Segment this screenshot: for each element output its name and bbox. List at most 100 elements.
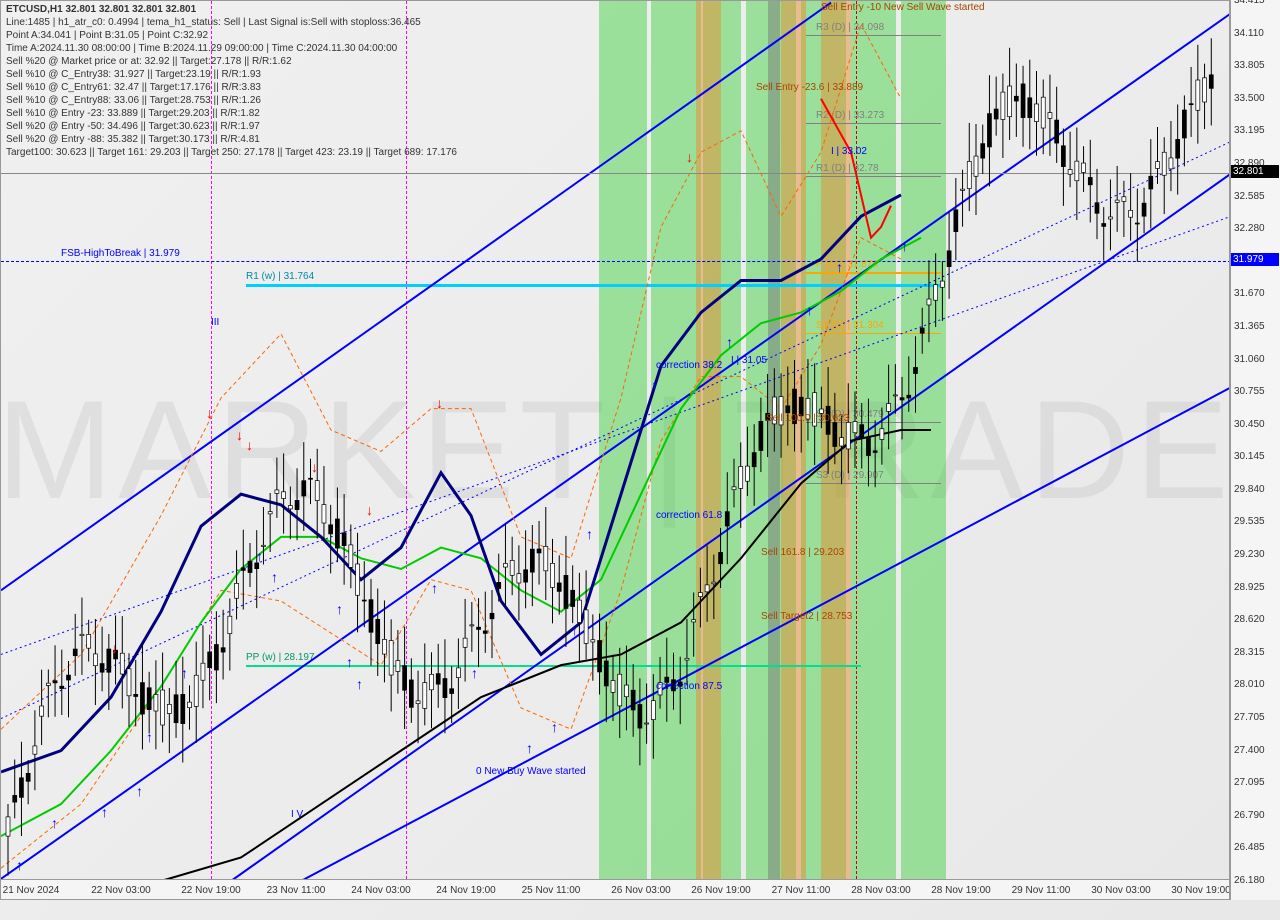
green-zone xyxy=(599,1,647,879)
y-axis: 34.41534.11033.80533.50033.19532.89032.5… xyxy=(1230,0,1280,900)
y-tick: 33.805 xyxy=(1234,60,1265,71)
x-tick: 30 Nov 03:00 xyxy=(1091,885,1151,896)
y-tick: 30.450 xyxy=(1234,419,1265,430)
price-tag-current: 32.801 xyxy=(1231,165,1279,178)
chart-annotation: Sell 100.0 | 30.623 xyxy=(766,413,849,424)
arrow-up-icon: ↑ xyxy=(136,783,143,799)
info-panel: ETCUSD,H1 32.801 32.801 32.801 32.801Lin… xyxy=(6,3,457,159)
arrow-down-icon: ↓ xyxy=(206,405,213,421)
info-line: Sell %10 @ Entry -23: 33.889 || Target:2… xyxy=(6,107,457,120)
x-tick: 22 Nov 19:00 xyxy=(181,885,241,896)
orange-zone xyxy=(696,1,721,879)
y-tick: 29.840 xyxy=(1234,484,1265,495)
arrow-up-icon: ↑ xyxy=(271,569,278,585)
x-tick: 28 Nov 03:00 xyxy=(851,885,911,896)
vertical-line xyxy=(856,1,857,879)
y-tick: 32.585 xyxy=(1234,191,1265,202)
info-line: Line:1485 | h1_atr_c0: 0.4994 | tema_h1_… xyxy=(6,16,457,29)
x-tick: 24 Nov 19:00 xyxy=(436,885,496,896)
chart-annotation: I V xyxy=(291,809,303,820)
hline-label: R3 (D) | 34.098 xyxy=(816,22,884,33)
x-tick: 27 Nov 11:00 xyxy=(772,885,831,896)
info-line: Sell %20 @ Entry -50: 34.496 || Target:3… xyxy=(6,120,457,133)
chart-annotation: Sell Entry -10 New Sell Wave started xyxy=(821,2,985,13)
y-tick: 28.620 xyxy=(1234,614,1265,625)
info-line: Sell %20 @ Market price or at: 32.92 || … xyxy=(6,55,457,68)
chart-annotation: I | 31.05 xyxy=(731,355,767,366)
green-zone xyxy=(851,1,896,879)
arrow-up-icon: ↑ xyxy=(651,377,658,393)
arrow-up-icon: ↑ xyxy=(146,729,153,745)
y-tick: 27.705 xyxy=(1234,712,1265,723)
x-tick: 22 Nov 03:00 xyxy=(91,885,151,896)
y-tick: 31.670 xyxy=(1234,288,1265,299)
hline-label: PP (w) | 28.197 xyxy=(246,652,315,663)
orange-zone xyxy=(821,1,851,879)
chart-annotation: correction 38.2 xyxy=(656,360,722,371)
x-tick: 30 Nov 19:00 xyxy=(1171,885,1230,896)
y-tick: 33.195 xyxy=(1234,125,1265,136)
arrow-up-icon: ↑ xyxy=(16,857,23,873)
hline-label: FSB-HighToBreak | 31.979 xyxy=(61,248,180,259)
y-tick: 33.500 xyxy=(1234,93,1265,104)
x-tick: 26 Nov 19:00 xyxy=(691,885,751,896)
x-tick: 26 Nov 03:00 xyxy=(611,885,671,896)
y-tick: 29.535 xyxy=(1234,516,1265,527)
arrow-up-icon: ↑ xyxy=(901,238,908,254)
arrow-up-icon: ↑ xyxy=(586,526,593,542)
arrow-up-icon: ↑ xyxy=(181,665,188,681)
arrow-up-icon: ↑ xyxy=(836,259,843,275)
price-tag-level: 31.979 xyxy=(1231,253,1279,266)
arrow-up-icon: ↑ xyxy=(551,719,558,735)
arrow-up-icon: ↑ xyxy=(431,580,438,596)
gray-zone xyxy=(768,1,780,879)
hline-label: R2 (D) | 33.273 xyxy=(816,110,884,121)
x-tick: 29 Nov 11:00 xyxy=(1012,885,1071,896)
chart-annotation: I | 33.02 xyxy=(831,146,867,157)
chart-annotation: Sell 161.8 | 29.203 xyxy=(761,547,844,558)
y-tick: 30.145 xyxy=(1234,451,1265,462)
arrow-down-icon: ↓ xyxy=(436,395,443,411)
y-tick: 28.925 xyxy=(1234,582,1265,593)
info-line: Sell %20 @ Entry -88: 35.382 || Target:3… xyxy=(6,133,457,146)
y-tick: 27.400 xyxy=(1234,745,1265,756)
arrow-up-icon: ↑ xyxy=(571,622,578,638)
info-line: Point A:34.041 | Point B:31.05 | Point C… xyxy=(6,29,457,42)
arrow-up-icon: ↑ xyxy=(526,740,533,756)
arrow-down-icon: ↓ xyxy=(366,502,373,518)
x-tick: 21 Nov 2024 xyxy=(3,885,60,896)
arrow-up-icon: ↑ xyxy=(51,815,58,831)
y-tick: 31.365 xyxy=(1234,321,1265,332)
hline-label: S1 (D) | 31.304 xyxy=(816,320,884,331)
info-line: Sell %10 @ C_Entry38: 31.927 || Target:2… xyxy=(6,68,457,81)
arrow-up-icon: ↑ xyxy=(356,676,363,692)
y-tick: 27.095 xyxy=(1234,777,1265,788)
arrow-down-icon: ↓ xyxy=(246,437,253,453)
green-zone xyxy=(651,1,701,879)
x-axis: 21 Nov 2024 22 Nov 03:00 22 Nov 19:00 23 No… xyxy=(1,879,1230,899)
y-tick: 34.110 xyxy=(1234,28,1264,39)
y-tick: 28.315 xyxy=(1234,647,1265,658)
arrow-up-icon: ↑ xyxy=(346,654,353,670)
y-tick: 29.230 xyxy=(1234,549,1265,560)
y-tick: 26.790 xyxy=(1234,810,1265,821)
y-tick: 30.755 xyxy=(1234,386,1265,397)
chart-area[interactable]: MARKET | TRADE R3 (D) | 34.098R2 (D) | 3… xyxy=(0,0,1230,900)
chart-annotation: correction 61.8 xyxy=(656,510,722,521)
y-tick: 28.010 xyxy=(1234,679,1265,690)
arrow-up-icon: ↑ xyxy=(101,804,108,820)
arrow-up-icon: ↑ xyxy=(471,665,478,681)
chart-annotation: 0 New Buy Wave started xyxy=(476,766,586,777)
info-line: Target100: 30.623 || Target 161: 29.203 … xyxy=(6,146,457,159)
y-tick: 26.485 xyxy=(1234,842,1265,853)
info-line: Sell %10 @ C_Entry88: 33.06 || Target:28… xyxy=(6,94,457,107)
x-tick: 25 Nov 11:00 xyxy=(522,885,581,896)
chart-annotation: III xyxy=(211,317,219,328)
arrow-down-icon: ↓ xyxy=(686,149,693,165)
chart-annotation: correction 87.5 xyxy=(656,681,722,692)
arrow-up-icon: ↑ xyxy=(336,601,343,617)
x-tick: 28 Nov 19:00 xyxy=(931,885,991,896)
y-tick: 26.180 xyxy=(1234,875,1265,886)
x-tick: 23 Nov 11:00 xyxy=(267,885,326,896)
hline-label: R1 (D) | 32.78 xyxy=(816,163,879,174)
